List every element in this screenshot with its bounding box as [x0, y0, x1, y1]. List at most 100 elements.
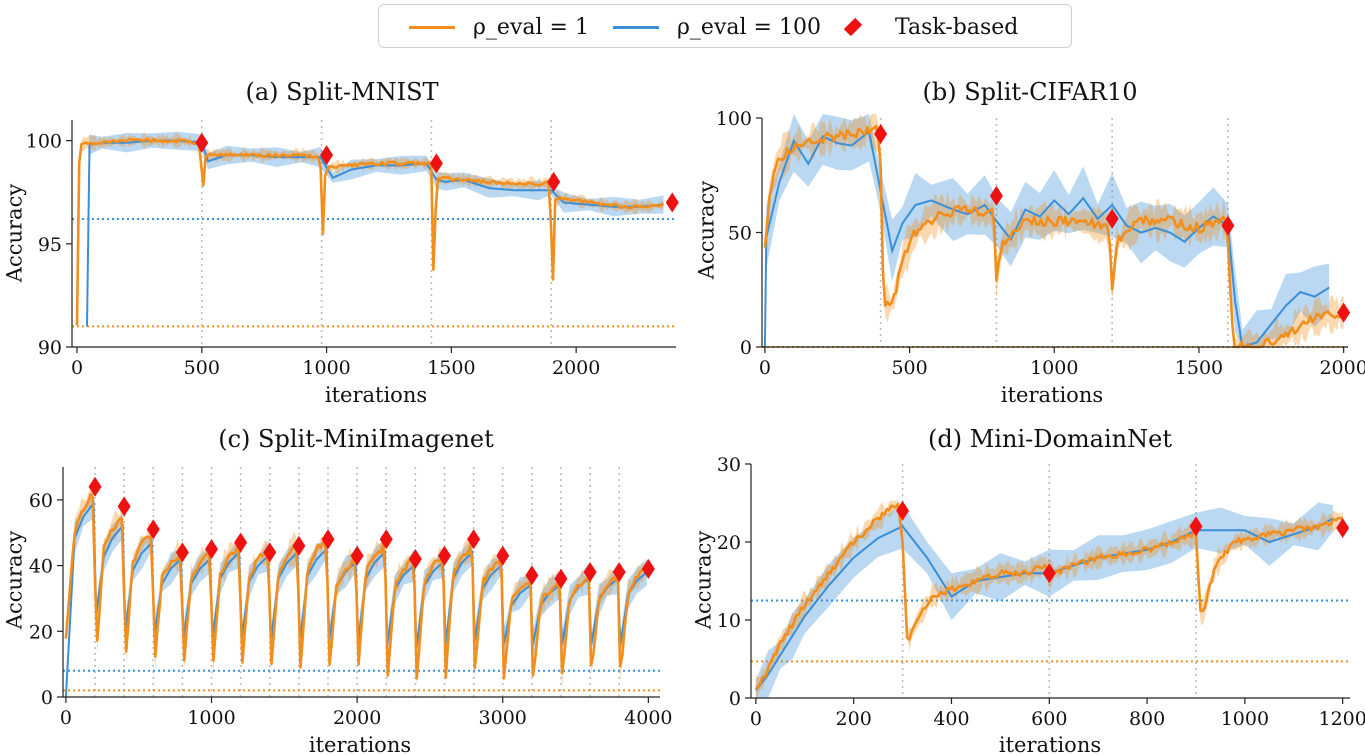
task-based-marker	[195, 132, 209, 153]
line-rho100	[763, 129, 1330, 349]
x-tick-label: 1000	[187, 707, 235, 729]
legend-entry-rho1: ρ_eval = 1	[409, 5, 589, 49]
x-tick-label: 3000	[479, 707, 527, 729]
task-based-marker	[467, 529, 481, 550]
task-based-marker	[1189, 516, 1203, 537]
x-tick-label: 4000	[624, 707, 672, 729]
task-based-marker	[665, 192, 679, 213]
legend-label-rho100: ρ_eval = 100	[677, 14, 821, 40]
x-tick-label: 0	[759, 357, 771, 379]
line-rho1	[75, 137, 665, 326]
task-based-marker	[547, 171, 561, 192]
y-tick-label: 50	[728, 223, 752, 245]
x-tick-label: 400	[933, 708, 969, 730]
task-based-marker	[88, 476, 102, 497]
x-tick-label: 500	[891, 357, 927, 379]
task-based-marker	[874, 124, 888, 145]
subplot-title: (b) Split-CIFAR10	[923, 78, 1138, 106]
y-axis-label: Accuracy	[692, 531, 716, 631]
x-tick-label: 1200	[1318, 708, 1365, 730]
x-axis-label: iterations	[325, 383, 427, 407]
task-based-marker	[612, 562, 626, 583]
x-tick-label: 1000	[1221, 708, 1269, 730]
line-rho100	[755, 517, 1334, 691]
x-tick-label: 0	[60, 707, 72, 729]
task-based-marker	[321, 529, 335, 550]
x-axis-label: iterations	[1001, 383, 1103, 407]
line-rho1	[763, 124, 1345, 349]
y-tick-label: 60	[29, 490, 53, 512]
x-tick-label: 0	[71, 357, 83, 379]
subplot-1: (a) Split-MNIST iterations Accuracy 0 500 100…	[3, 78, 679, 407]
x-tick-label: 1000	[1030, 357, 1078, 379]
y-axis-label: Accuracy	[695, 181, 719, 281]
task-based-marker	[263, 542, 277, 563]
y-tick-label: 0	[740, 337, 752, 359]
task-based-marker	[554, 568, 568, 589]
x-tick-label: 1500	[1175, 357, 1223, 379]
x-axis-label: iterations	[999, 733, 1101, 755]
task-based-marker	[408, 549, 422, 569]
band-rho100	[87, 131, 664, 331]
task-based-marker	[429, 153, 443, 174]
y-tick-label: 20	[29, 621, 53, 643]
y-tick-label: 40	[29, 556, 53, 578]
task-based-marker	[896, 500, 910, 521]
line-rho1	[64, 493, 649, 680]
legend: ρ_eval = 1 ρ_eval = 100 Task-based	[378, 4, 1072, 48]
band-rho1	[764, 114, 1344, 347]
x-tick-label: 2000	[552, 357, 600, 379]
y-tick-label: 100	[716, 108, 752, 130]
legend-entry-task-based: Task-based	[843, 5, 1019, 49]
task-based-marker	[1337, 302, 1351, 323]
subplot-title: (c) Split-MiniImagenet	[218, 425, 494, 453]
y-tick-label: 90	[38, 337, 62, 359]
legend-label-task-based: Task-based	[895, 14, 1019, 40]
x-tick-label: 600	[1031, 708, 1067, 730]
subplot-title: (a) Split-MNIST	[245, 78, 438, 106]
task-based-marker	[117, 496, 131, 517]
subplot-title: (d) Mini-DomainNet	[928, 425, 1172, 453]
task-based-marker	[437, 545, 451, 566]
task-based-marker	[320, 145, 334, 166]
task-based-marker	[1105, 208, 1119, 229]
legend-label-rho1: ρ_eval = 1	[473, 14, 589, 40]
x-tick-label: 2000	[333, 707, 381, 729]
y-tick-label: 95	[38, 234, 62, 256]
x-tick-label: 1500	[427, 357, 475, 379]
x-tick-label: 1000	[302, 357, 350, 379]
task-based-marker	[292, 535, 306, 556]
band-rho100	[755, 502, 1333, 698]
y-tick-label: 0	[729, 688, 741, 710]
task-based-marker	[379, 529, 393, 550]
x-tick-label: 800	[1129, 708, 1165, 730]
x-axis-label: iterations	[309, 733, 411, 755]
task-based-marker	[1042, 563, 1056, 584]
task-based-marker	[234, 532, 248, 553]
legend-entry-rho100: ρ_eval = 100	[613, 5, 821, 49]
task-based-marker	[496, 545, 510, 566]
y-tick-label: 20	[717, 532, 741, 554]
task-based-marker	[1221, 215, 1235, 236]
task-based-marker	[205, 539, 219, 560]
task-based-marker	[583, 562, 597, 583]
y-axis-label: Accuracy	[3, 184, 27, 284]
legend-line-rho100	[613, 25, 659, 29]
y-tick-label: 0	[41, 687, 53, 709]
task-based-marker	[989, 185, 1003, 206]
subplot-3: (c) Split-MiniImagenet iterations Accuracy…	[3, 425, 673, 755]
task-based-marker	[350, 545, 364, 566]
y-tick-label: 10	[717, 610, 741, 632]
x-tick-label: 200	[836, 708, 872, 730]
task-based-marker	[525, 565, 539, 586]
task-based-marker	[146, 519, 160, 540]
x-tick-label: 2000	[1319, 357, 1365, 379]
y-axis-label: Accuracy	[3, 531, 27, 631]
x-tick-label: 500	[184, 357, 220, 379]
task-based-marker	[641, 558, 655, 579]
band-rho1	[77, 132, 664, 334]
task-based-marker	[1336, 517, 1350, 538]
x-tick-label: 0	[750, 708, 762, 730]
